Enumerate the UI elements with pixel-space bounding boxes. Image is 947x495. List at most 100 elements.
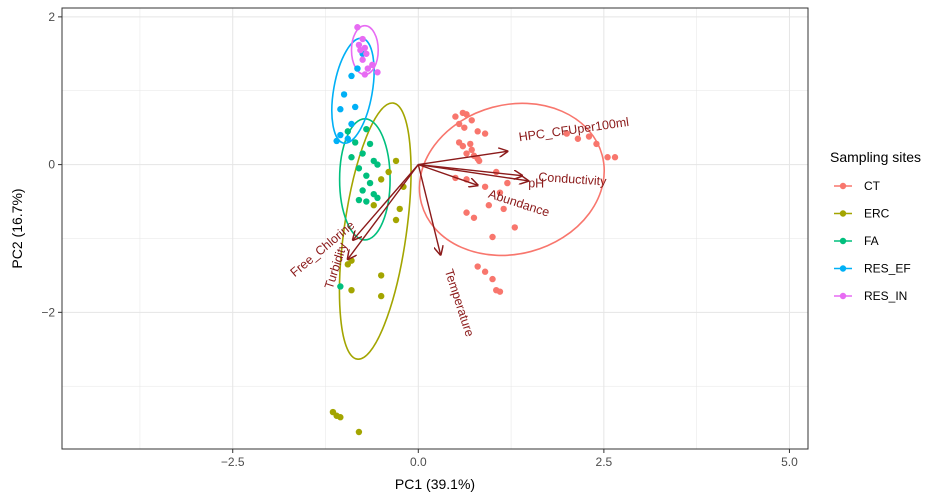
data-point bbox=[474, 128, 481, 135]
legend-item-res-in: RES_IN bbox=[834, 289, 907, 303]
legend-key-point bbox=[839, 265, 847, 272]
data-point bbox=[500, 205, 507, 213]
data-point bbox=[344, 135, 351, 142]
data-point bbox=[604, 154, 611, 161]
data-point bbox=[574, 135, 582, 142]
legend-label: RES_IN bbox=[864, 289, 907, 303]
data-point bbox=[340, 91, 348, 98]
data-point bbox=[463, 150, 470, 157]
data-point bbox=[593, 140, 600, 148]
data-point bbox=[377, 272, 385, 279]
legend-key-point bbox=[839, 182, 847, 190]
confidence-ellipses bbox=[331, 24, 606, 360]
data-point bbox=[481, 183, 489, 190]
data-point bbox=[463, 111, 470, 118]
legend-key-point bbox=[839, 210, 847, 217]
data-point bbox=[475, 157, 483, 165]
data-point bbox=[461, 124, 468, 131]
data-point bbox=[337, 131, 344, 139]
legend-key-point bbox=[839, 237, 847, 245]
legend-label: FA bbox=[864, 234, 879, 248]
y-tick-label: −2 bbox=[41, 305, 55, 319]
loading-arrow bbox=[348, 164, 419, 260]
data-point bbox=[359, 150, 366, 157]
series-res-in bbox=[354, 24, 381, 78]
data-point bbox=[452, 113, 459, 120]
data-point bbox=[377, 176, 385, 183]
data-point bbox=[366, 140, 374, 148]
data-point bbox=[359, 187, 366, 194]
x-axis-title: PC1 (39.1%) bbox=[395, 476, 475, 492]
loading-label: Conductivity bbox=[538, 170, 608, 189]
data-point bbox=[468, 146, 475, 154]
data-point bbox=[374, 69, 381, 76]
loading-label: Abundance bbox=[487, 187, 552, 220]
data-point bbox=[352, 103, 359, 111]
data-point bbox=[374, 194, 381, 202]
data-point bbox=[363, 198, 370, 205]
data-point bbox=[374, 161, 381, 168]
data-point bbox=[481, 268, 489, 275]
data-point bbox=[455, 120, 463, 128]
data-point bbox=[459, 142, 467, 150]
legend-title: Sampling sites bbox=[830, 149, 921, 165]
data-point bbox=[467, 140, 474, 148]
data-point bbox=[474, 263, 481, 270]
data-point bbox=[392, 216, 400, 224]
legend-item-ct: CT bbox=[834, 179, 881, 193]
data-point bbox=[489, 275, 496, 283]
data-point bbox=[369, 61, 376, 69]
loading-arrow bbox=[418, 163, 477, 186]
x-tick-label: 2.5 bbox=[596, 455, 613, 469]
data-point bbox=[504, 179, 511, 187]
data-point bbox=[337, 414, 344, 421]
data-point bbox=[355, 196, 363, 204]
data-point bbox=[396, 205, 403, 213]
data-point bbox=[463, 209, 470, 216]
data-point bbox=[361, 71, 369, 78]
x-tick-label: 0.0 bbox=[410, 455, 427, 469]
data-point bbox=[344, 128, 351, 135]
data-point bbox=[563, 130, 570, 137]
legend-item-fa: FA bbox=[834, 234, 879, 248]
data-point bbox=[354, 65, 361, 72]
data-point bbox=[344, 261, 351, 268]
legend-key-point bbox=[839, 292, 847, 300]
ellipse-ct bbox=[418, 102, 606, 257]
data-point bbox=[468, 117, 475, 124]
data-point bbox=[337, 283, 344, 290]
ellipse-erc bbox=[338, 102, 412, 360]
data-point bbox=[354, 24, 361, 31]
data-point bbox=[348, 286, 355, 294]
data-point bbox=[348, 154, 355, 161]
legend: Sampling sites CT ERC FA RES_EF RES_IN bbox=[830, 149, 921, 303]
data-point bbox=[489, 233, 496, 241]
data-point bbox=[359, 35, 366, 43]
data-point bbox=[481, 130, 489, 137]
loading-arrow bbox=[417, 164, 440, 255]
y-tick-label: 0 bbox=[48, 158, 55, 172]
data-point bbox=[400, 183, 407, 190]
data-point bbox=[496, 189, 504, 196]
legend-item-res-ef: RES_EF bbox=[834, 262, 911, 276]
legend-item-erc: ERC bbox=[834, 207, 890, 221]
data-point bbox=[511, 224, 518, 231]
data-point bbox=[355, 165, 363, 172]
data-point bbox=[363, 125, 370, 133]
data-point bbox=[348, 72, 355, 80]
loading-arrow bbox=[418, 163, 522, 176]
data-point bbox=[364, 65, 372, 72]
legend-label: CT bbox=[864, 179, 881, 193]
loading-arrow bbox=[418, 163, 528, 181]
series-fa bbox=[337, 125, 381, 290]
grid-lines bbox=[62, 8, 808, 449]
data-point bbox=[485, 202, 493, 209]
x-tick-label: −2.5 bbox=[221, 455, 245, 469]
data-point bbox=[355, 428, 363, 436]
data-point bbox=[357, 46, 364, 54]
data-point bbox=[359, 56, 366, 63]
data-point bbox=[377, 292, 385, 300]
data-point bbox=[392, 157, 400, 165]
data-point bbox=[366, 179, 374, 187]
